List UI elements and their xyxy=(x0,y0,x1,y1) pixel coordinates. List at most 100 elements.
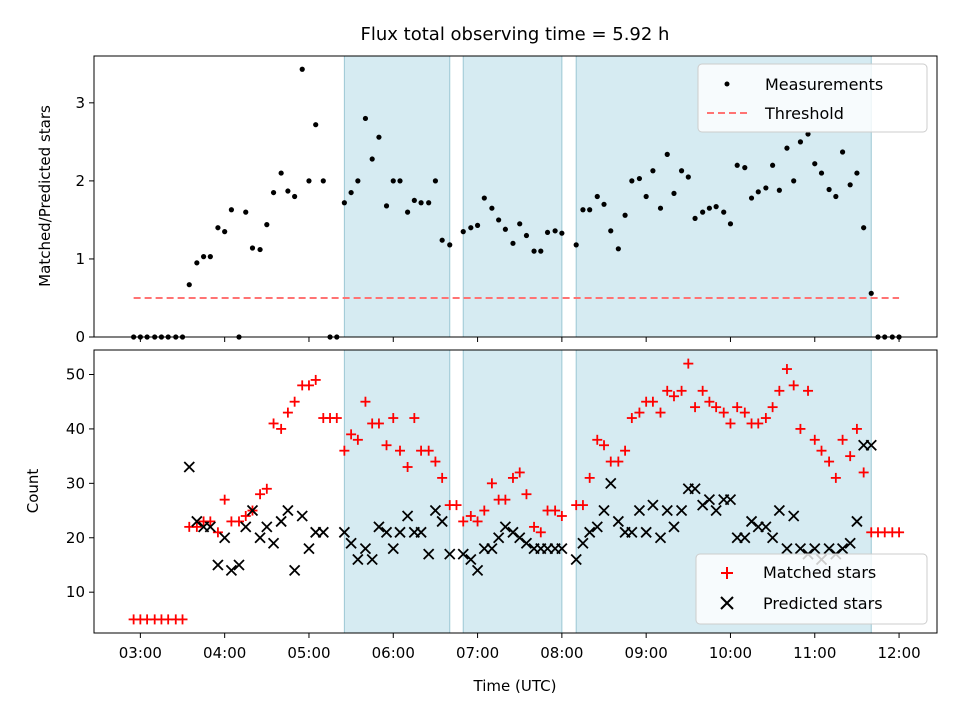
measurement-point xyxy=(489,205,495,211)
x-tick-label: 09:00 xyxy=(625,644,668,662)
matched-star-marker xyxy=(767,402,778,413)
predicted-star-marker xyxy=(640,526,652,538)
measurement-point xyxy=(861,225,867,231)
matched-star-marker xyxy=(472,516,483,527)
matched-star-marker xyxy=(760,413,771,424)
matched-star-marker xyxy=(451,500,462,511)
x-tick-label: 08:00 xyxy=(540,644,583,662)
predicted-star-marker xyxy=(436,515,448,528)
predicted-star-marker xyxy=(183,461,195,473)
predicted-star-marker xyxy=(591,521,603,533)
matched-star-marker xyxy=(718,407,729,418)
matched-star-marker xyxy=(851,423,862,434)
matched-star-marker xyxy=(276,423,287,434)
matched-star-marker xyxy=(261,483,272,494)
predicted-star-marker xyxy=(465,553,477,566)
predicted-star-marker xyxy=(675,504,688,517)
measurement-point xyxy=(215,225,221,231)
matched-star-marker xyxy=(690,402,701,413)
matched-star-marker xyxy=(697,385,708,396)
predicted-star-marker xyxy=(697,499,709,511)
predicted-star-marker xyxy=(689,483,701,495)
measurement-point xyxy=(474,222,481,228)
matched-star-marker xyxy=(550,505,561,516)
predicted-star-marker xyxy=(844,537,856,549)
measurement-point xyxy=(643,193,649,200)
measurement-point xyxy=(362,115,369,122)
predicted-star-marker xyxy=(191,515,203,528)
matched-star-marker xyxy=(711,402,722,413)
top-y-tick-label: 1 xyxy=(75,250,85,268)
matched-star-marker xyxy=(437,472,448,483)
x-tick-label: 04:00 xyxy=(203,644,246,662)
measurement-point xyxy=(320,178,326,184)
measurement-point xyxy=(264,222,270,228)
matched-stars-markers xyxy=(128,358,905,625)
predicted-star-marker xyxy=(647,499,659,511)
predicted-star-marker xyxy=(246,504,259,517)
measurement-point xyxy=(481,195,487,201)
predicted-star-marker xyxy=(373,521,385,533)
measurement-point xyxy=(538,248,544,254)
matched-star-marker xyxy=(191,521,202,532)
matched-star-marker xyxy=(774,385,785,396)
predicted-star-marker xyxy=(668,521,680,533)
measurement-point xyxy=(636,175,643,182)
x-tick-label: 07:00 xyxy=(456,644,499,662)
predicted-star-marker xyxy=(457,548,469,560)
measurement-point xyxy=(706,205,712,211)
matched-star-marker xyxy=(613,456,624,467)
bottom-legend-box xyxy=(695,553,928,625)
matched-star-marker xyxy=(788,380,799,391)
measurement-point xyxy=(460,229,466,235)
measurement-point xyxy=(313,122,319,128)
measurement-point xyxy=(721,209,727,215)
predicted-star-marker xyxy=(444,548,456,560)
measurement-point xyxy=(552,228,558,234)
matched-star-marker xyxy=(535,527,546,538)
matched-star-marker xyxy=(809,434,820,445)
matched-star-marker xyxy=(339,445,350,456)
top-y-tick-label: 3 xyxy=(75,94,85,112)
predicted-star-marker xyxy=(296,510,308,522)
top-x-ticks xyxy=(139,337,900,342)
measurement-point xyxy=(818,170,825,176)
measurement-point xyxy=(559,230,565,236)
matched-star-marker xyxy=(620,445,631,456)
measurement-point xyxy=(397,178,403,184)
measurement-points xyxy=(131,66,902,340)
predicted-star-marker xyxy=(520,537,533,549)
measurement-point xyxy=(812,161,818,167)
measurement-point xyxy=(194,260,200,266)
matched-star-marker xyxy=(409,413,420,424)
matched-star-marker xyxy=(584,472,595,483)
matched-star-marker xyxy=(240,510,251,521)
predicted-star-marker xyxy=(851,515,863,528)
measurement-point xyxy=(657,205,664,211)
measurement-point xyxy=(748,195,755,201)
matched-star-marker xyxy=(739,407,750,418)
matched-star-marker xyxy=(592,434,603,445)
predicted-star-marker xyxy=(605,477,617,489)
measurement-point xyxy=(755,189,761,195)
predicted-star-marker xyxy=(633,504,646,517)
predicted-star-marker xyxy=(282,504,294,517)
measurement-point xyxy=(763,185,769,191)
matched-star-marker xyxy=(402,462,413,473)
matched-star-marker xyxy=(430,456,441,467)
measurement-point xyxy=(573,242,579,248)
matched-star-marker xyxy=(647,396,658,407)
predicted-star-marker xyxy=(345,537,357,549)
measurement-point xyxy=(608,228,614,234)
predicted-star-marker xyxy=(429,504,442,517)
measurement-point xyxy=(580,207,586,213)
measurement-point xyxy=(249,245,256,251)
predicted-star-marker xyxy=(598,504,610,517)
measurement-point xyxy=(805,131,811,137)
predicted-star-marker xyxy=(836,543,849,555)
bottom-y-tick-label: 50 xyxy=(66,365,85,383)
matched-star-marker xyxy=(894,527,905,538)
predicted-star-marker xyxy=(809,543,821,555)
matched-star-marker xyxy=(373,418,384,429)
matched-star-marker xyxy=(500,494,511,505)
